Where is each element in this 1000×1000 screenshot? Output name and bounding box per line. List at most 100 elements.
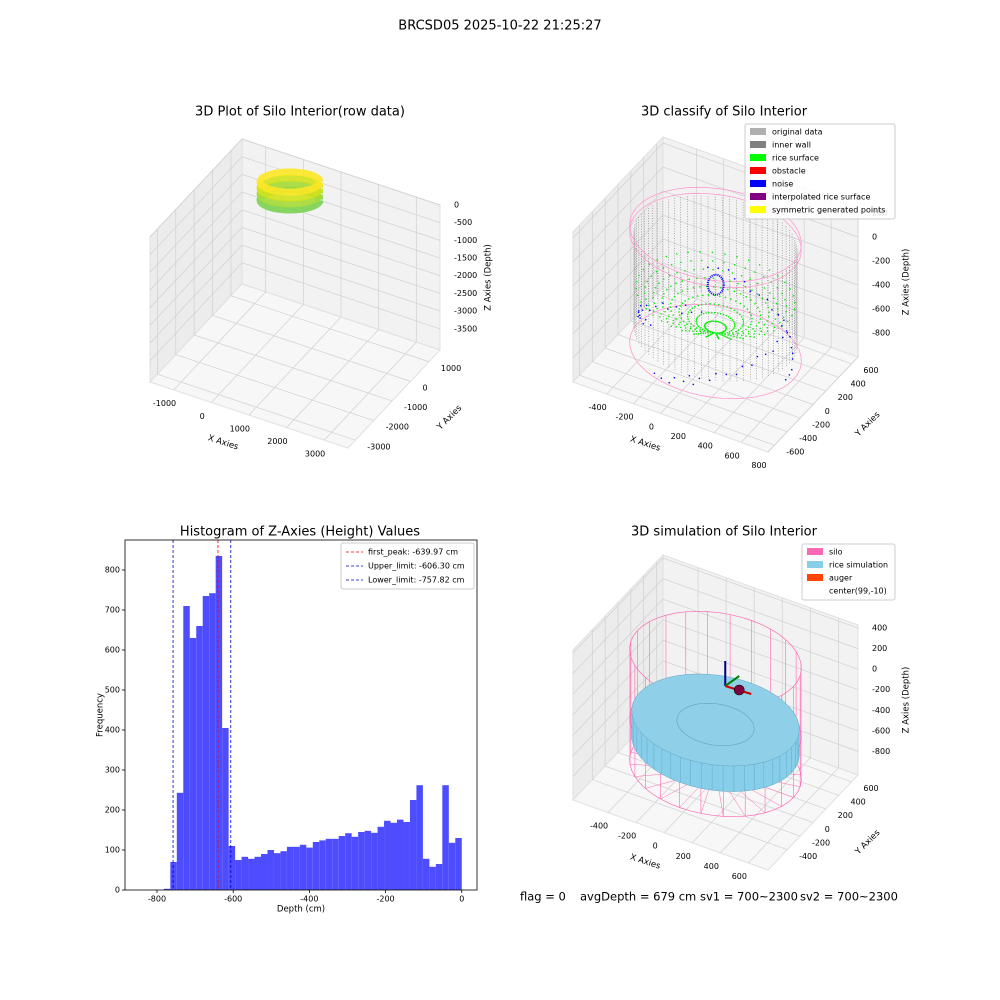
grid-line	[633, 158, 724, 404]
rice-surface	[636, 294, 639, 296]
legend-label: first_peak: -639.97 cm	[368, 548, 458, 557]
rice-surface	[744, 267, 746, 269]
rice-surface	[730, 307, 732, 310]
rice-surface	[635, 280, 638, 283]
z-tick-label: -200	[872, 257, 890, 266]
x-tick-label: -400	[300, 895, 318, 904]
rice-surface	[659, 316, 661, 318]
bar	[196, 626, 203, 890]
axes-3d: -400 -200 0 200 400 600 800 -600 -400 -200 0 200 400…	[572, 123, 912, 470]
y-tick-label: 400	[851, 798, 866, 807]
noise	[771, 308, 773, 311]
z-tick-label: 200	[872, 644, 887, 653]
grid-line	[149, 138, 441, 238]
rice-surface	[740, 275, 743, 277]
bar	[299, 844, 307, 890]
rice-surface	[726, 288, 729, 291]
status-text: avgDepth = 679 cm	[580, 890, 696, 904]
rice-surface	[784, 281, 786, 284]
grid-line	[606, 149, 697, 395]
rice-surface	[758, 310, 761, 313]
rice-surface	[684, 300, 686, 302]
rice-surface	[791, 314, 793, 317]
z-tick-label: 0	[872, 665, 877, 674]
z-tick-label: -2500	[454, 289, 477, 298]
rice-surface	[675, 253, 678, 255]
noise	[666, 308, 669, 310]
rice-side	[722, 765, 735, 792]
rice-surface	[717, 321, 720, 323]
z-tick-label: -3000	[454, 307, 477, 316]
rice-surface	[733, 335, 735, 338]
legend-label: Lower_limit: -757.82 cm	[368, 576, 465, 585]
x-tick-label: 400	[704, 862, 719, 871]
figure-title: BRCSD05 2025-10-22 21:25:27	[398, 19, 601, 34]
rice-surface	[689, 309, 691, 311]
legend-label: rice surface	[772, 154, 819, 163]
noise	[758, 294, 761, 296]
rice-surface	[733, 322, 736, 324]
x-tick-label: 0	[653, 842, 658, 851]
noise	[675, 305, 678, 308]
bar	[384, 820, 391, 890]
rice-surface	[708, 330, 711, 333]
bar	[312, 842, 320, 890]
rice-surface	[716, 312, 719, 314]
rice-surface	[642, 268, 645, 271]
rice-surface	[645, 307, 647, 310]
rice-surface	[730, 329, 733, 332]
rice-surface	[709, 331, 712, 334]
rice-surface	[652, 310, 655, 313]
rice-surface	[672, 319, 675, 322]
rice-surface	[732, 320, 735, 323]
z-axis-label: Z Axies (Depth)	[484, 244, 494, 311]
rice-top	[631, 673, 800, 767]
rice-surface	[773, 297, 775, 300]
rice-surface	[707, 294, 710, 296]
x-tick-label: 200	[676, 852, 691, 861]
rice-surface	[728, 332, 730, 335]
rice-surface	[681, 290, 684, 292]
grid-line	[193, 189, 393, 402]
grid-line	[591, 211, 788, 432]
z-tick-label: -400	[872, 281, 890, 290]
rice-surface	[728, 330, 731, 333]
x-tick-label: 0	[459, 895, 464, 904]
rice-surface	[703, 330, 705, 333]
rice-side	[653, 743, 663, 775]
rice-surface	[699, 330, 701, 333]
noise	[756, 355, 759, 358]
noise	[673, 376, 676, 379]
rice-surface	[687, 318, 689, 320]
rice-surface	[774, 318, 777, 320]
bar	[448, 842, 456, 890]
rice-surface	[685, 329, 687, 332]
rice-surface	[668, 274, 671, 277]
auger-center	[733, 684, 745, 696]
rice-surface	[665, 255, 668, 258]
y-tick-label: 1000	[441, 364, 461, 373]
rice-surface	[740, 327, 742, 330]
rice-surface	[731, 272, 734, 274]
rice-surface	[707, 331, 709, 334]
rice-surface	[722, 304, 724, 307]
rice-surface	[779, 321, 781, 324]
axes-3d: -400 -200 0 200 400 600 -400 -200 0 200 400 600 400 2…	[572, 543, 912, 881]
rice-surface	[678, 314, 681, 316]
noise	[776, 340, 778, 343]
noise	[698, 377, 701, 380]
rice-surface	[712, 268, 714, 271]
noise	[708, 379, 711, 382]
rice-surface	[709, 320, 712, 323]
rice-surface	[652, 297, 655, 299]
noise	[789, 335, 791, 338]
rice-surface	[670, 325, 673, 327]
legend-label: original data	[772, 128, 823, 137]
z-tick-label: -1500	[454, 254, 477, 263]
rice-surface	[739, 302, 742, 305]
y-tick-label: -2000	[386, 423, 409, 432]
noise	[690, 311, 693, 314]
grid-line	[604, 198, 801, 419]
rice-surface	[720, 286, 722, 289]
